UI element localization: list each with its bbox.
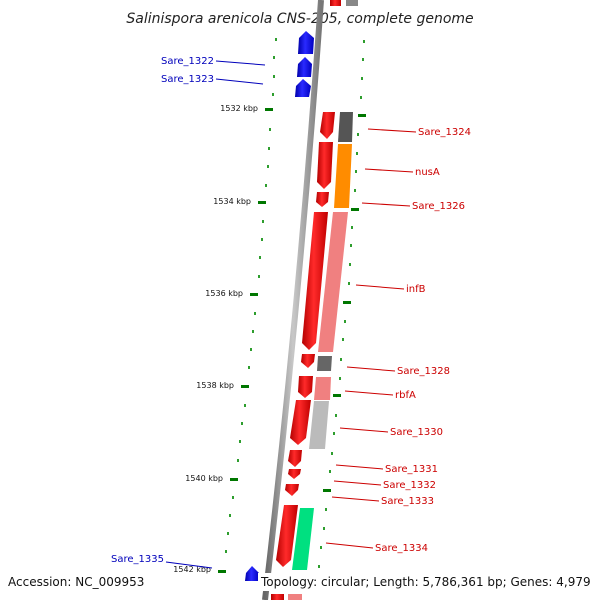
leader-lines [165, 60, 417, 569]
genome-backbone [262, 0, 324, 600]
gene-label-sare-1322[interactable]: Sare_1322 [161, 56, 214, 67]
kbp-label-1536: 1536 kbp [205, 289, 243, 298]
accession-text: Accession: NC_009953 [8, 575, 144, 589]
kbp-label-1540: 1540 kbp [185, 474, 223, 483]
forward-gene-nusa [317, 142, 333, 189]
cog-bar-rbfa [314, 377, 331, 400]
gene-label-sare-1324[interactable]: Sare_1324 [418, 127, 471, 138]
scale-major-ticks [218, 108, 366, 573]
map-title: Salinispora arenicola CNS-205, complete … [126, 11, 473, 27]
forward-gene-sare-1331b [288, 469, 301, 479]
gene-label-sare-1326[interactable]: Sare_1326 [412, 201, 465, 212]
gene-label-sare-1330[interactable]: Sare_1330 [390, 427, 443, 438]
gene-label-rbfa[interactable]: rbfA [395, 390, 416, 401]
gene-partial-top [330, 0, 341, 6]
gene-label-sare-1328[interactable]: Sare_1328 [397, 366, 450, 377]
kbp-label-1542: 1542 kbp [173, 565, 211, 574]
scale-dots [225, 38, 365, 568]
reverse-gene-sare-1322 [298, 31, 314, 54]
cog-bar-sare-1330 [309, 401, 329, 449]
reverse-gene-sare-1323b [295, 79, 311, 97]
gene-label-sare-1332[interactable]: Sare_1332 [383, 480, 436, 491]
gene-label-infb[interactable]: infB [406, 284, 426, 295]
gene-partial-bottom [271, 594, 284, 600]
forward-gene-sare-1324 [320, 112, 335, 139]
forward-gene-rbfa [298, 376, 313, 398]
cog-partial-top [346, 0, 358, 6]
forward-gene-sare-1331a [288, 450, 302, 467]
topology-text: Topology: circular; Length: 5,786,361 bp… [260, 575, 591, 589]
forward-gene-infb [302, 212, 328, 350]
reverse-gene-sare-1323a [297, 57, 312, 77]
gene-label-sare-1323[interactable]: Sare_1323 [161, 74, 214, 85]
gene-label-sare-1334[interactable]: Sare_1334 [375, 543, 428, 554]
forward-gene-sare-1330 [290, 400, 311, 445]
forward-gene-sare-1332 [285, 484, 299, 496]
kbp-label-1532: 1532 kbp [220, 104, 258, 113]
cog-bar-sare-1334 [292, 508, 314, 570]
reverse-gene-sare-1335 [245, 566, 259, 581]
cog-bar-infb [318, 212, 348, 352]
gene-label-nusa[interactable]: nusA [415, 167, 440, 178]
forward-gene-sare-1334 [276, 505, 298, 567]
cog-bar-sare-1324 [338, 112, 353, 142]
cog-bar-sare-1328 [317, 356, 332, 371]
kbp-label-1538: 1538 kbp [196, 381, 234, 390]
cog-partial-bottom [288, 594, 302, 600]
gene-label-sare-1331[interactable]: Sare_1331 [385, 464, 438, 475]
cog-bar-nusa [334, 144, 352, 208]
gene-label-sare-1335[interactable]: Sare_1335 [111, 554, 164, 565]
footer-backdrop-left [0, 573, 148, 591]
gene-label-sare-1333[interactable]: Sare_1333 [381, 496, 434, 507]
footer-backdrop-right [258, 573, 600, 591]
kbp-label-1534: 1534 kbp [213, 197, 251, 206]
forward-gene-sare-1328 [301, 354, 315, 368]
forward-gene-sare-1326 [316, 192, 329, 207]
